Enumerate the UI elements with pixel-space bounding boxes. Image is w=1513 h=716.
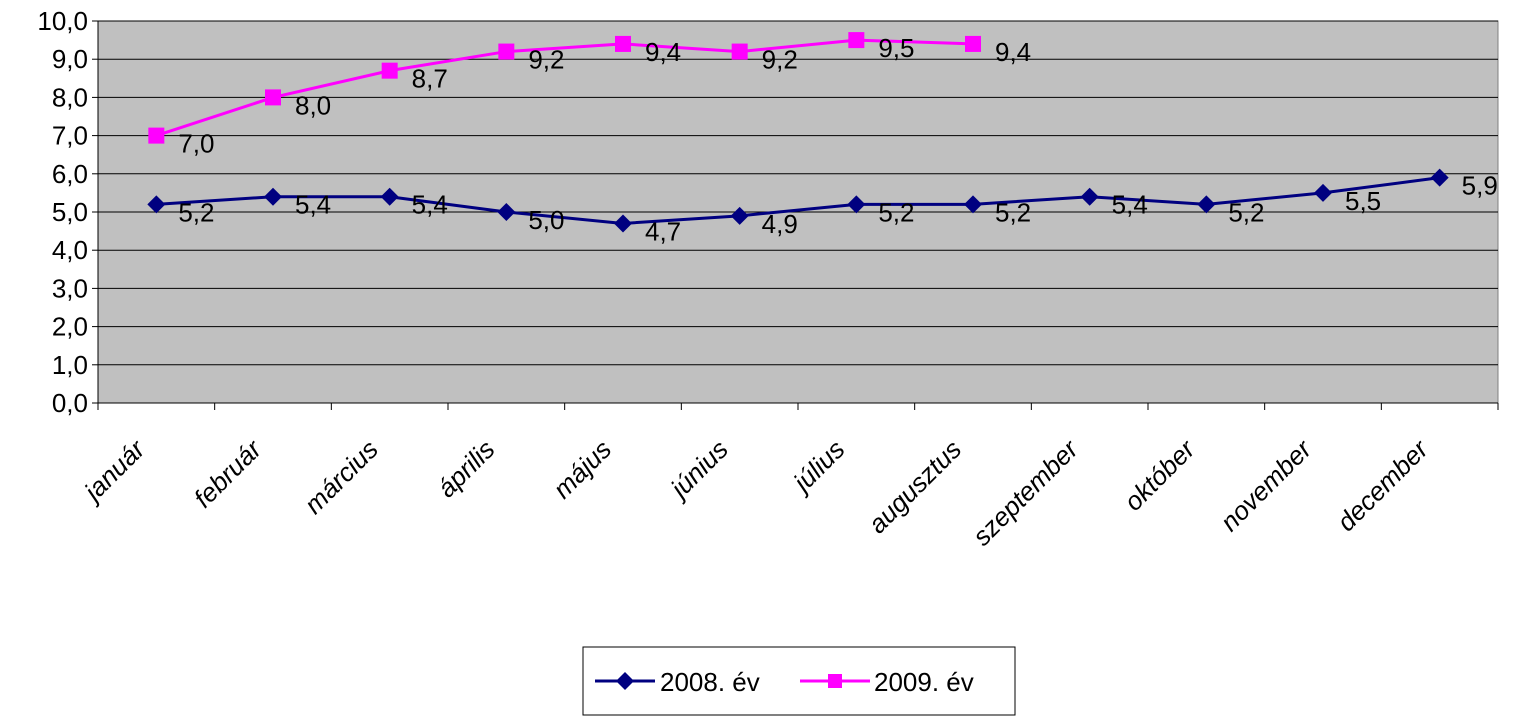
y-tick-label: 0,0 [52, 388, 88, 418]
data-point [965, 35, 981, 52]
data-label: 8,0 [295, 90, 331, 120]
x-tick-label: március [298, 434, 384, 520]
series-2: 7,0 8,0 8,7 9,2 9,4 9,2 9,5 9,4 [148, 32, 1031, 159]
x-axis: január február március április május június jú… [76, 402, 1499, 551]
legend-marker-2009 [828, 674, 842, 688]
data-label: 9,5 [878, 33, 914, 63]
x-tick-label: augusztus [862, 434, 967, 539]
data-label: 5,9 [1462, 171, 1498, 201]
series-layer: 5,2 5,4 5,4 5,0 4,7 4,9 5,2 5,2 5,4 5,2 5,5 5,9 7,0 8… [147, 32, 1498, 246]
legend-label-2009: 2009. év [874, 667, 974, 697]
y-tick-label: 9,0 [52, 44, 88, 74]
data-label: 5,5 [1345, 186, 1381, 216]
data-label: 9,4 [995, 37, 1031, 67]
data-label: 4,9 [762, 209, 798, 239]
x-tick-label: október [1118, 433, 1201, 516]
data-point [1314, 183, 1332, 202]
data-label: 9,2 [762, 45, 798, 75]
x-tick-label: április [431, 434, 500, 503]
x-tick-label: január [76, 433, 151, 508]
data-point [380, 187, 399, 206]
data-label: 5,2 [1228, 197, 1264, 227]
data-label: 4,7 [645, 216, 681, 246]
data-label: 5,2 [878, 197, 914, 227]
data-point [264, 187, 282, 206]
series-line [155, 38, 974, 138]
data-point [497, 203, 516, 221]
data-point [730, 206, 749, 225]
x-tick-label: szeptember [967, 433, 1085, 551]
data-label: 5,4 [412, 190, 448, 220]
y-tick-label: 2,0 [52, 312, 88, 342]
y-tick-label: 6,0 [52, 159, 88, 189]
legend: 2008. év 2009. év [582, 646, 1016, 716]
legend-marker-2008 [616, 672, 634, 690]
series-line [156, 176, 1440, 225]
y-axis: 0,0 1,0 2,0 3,0 4,0 5,0 6,0 7,0 8,0 9,0 10,0 [37, 6, 99, 418]
data-point [1197, 195, 1216, 214]
legend-label-2008: 2008. év [660, 667, 760, 697]
data-label: 5,0 [528, 205, 564, 235]
data-point [1430, 168, 1449, 187]
data-point [615, 35, 631, 52]
data-label: 5,4 [295, 190, 331, 220]
y-tick-label: 5,0 [52, 197, 88, 227]
data-label: 5,4 [1112, 190, 1148, 220]
y-tick-label: 10,0 [37, 6, 88, 36]
x-tick-label: február [188, 433, 268, 513]
data-point [848, 32, 865, 49]
data-label: 9,4 [645, 37, 681, 67]
data-point [964, 195, 982, 214]
data-label: 9,2 [528, 45, 564, 75]
data-point [847, 195, 866, 214]
data-point [1080, 187, 1099, 206]
gridlines [98, 20, 1498, 366]
data-point [614, 214, 632, 233]
data-point [381, 62, 398, 79]
y-tick-label: 8,0 [52, 82, 88, 112]
data-label: 7,0 [178, 129, 214, 159]
data-point [731, 43, 748, 60]
data-point [148, 127, 165, 144]
data-label: 5,2 [995, 197, 1031, 227]
x-tick-label: november [1214, 433, 1318, 537]
y-tick-label: 4,0 [52, 235, 88, 265]
series-1: 5,2 5,4 5,4 5,0 4,7 4,9 5,2 5,2 5,4 5,2 5,5 5,9 [147, 168, 1498, 246]
x-tick-label: június [663, 434, 734, 505]
data-label: 8,7 [412, 64, 448, 94]
data-point [147, 195, 166, 214]
data-label: 5,2 [178, 197, 214, 227]
data-point [265, 89, 281, 106]
y-tick-label: 1,0 [52, 350, 88, 380]
data-point [498, 43, 515, 60]
x-tick-label: december [1331, 433, 1435, 537]
x-tick-label: július [785, 434, 850, 499]
x-tick-label: május [547, 434, 617, 504]
y-tick-label: 3,0 [52, 273, 88, 303]
y-tick-label: 7,0 [52, 121, 88, 151]
